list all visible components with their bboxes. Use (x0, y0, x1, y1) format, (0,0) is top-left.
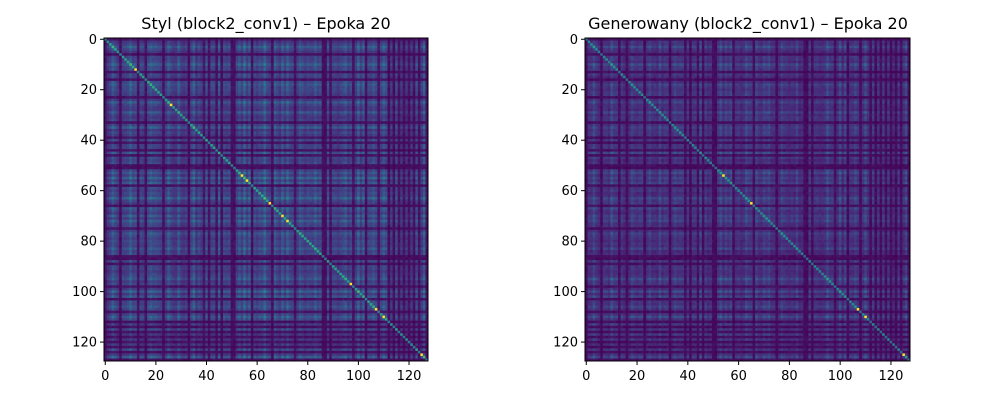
x-tick-label: 60 (730, 369, 747, 384)
heatmap-style-cells (104, 38, 428, 361)
x-tick-label: 120 (397, 369, 422, 384)
heatmap-generated-title: Generowany (block2_conv1) – Epoka 20 (588, 14, 908, 34)
y-tick-label: 0 (570, 33, 578, 48)
y-tick-label: 120 (553, 336, 578, 351)
x-tick-label: 120 (879, 369, 904, 384)
x-tick-label: 40 (680, 369, 697, 384)
x-tick-label: 100 (346, 369, 371, 384)
heatmap-style: Styl (block2_conv1) – Epoka 20 0 20 40 60 80… (72, 14, 429, 384)
y-tick-label: 20 (561, 83, 578, 98)
heatmap-generated-x-axis: 0 20 40 60 80 100 120 (582, 361, 903, 384)
x-tick-label: 20 (629, 369, 646, 384)
heatmap-style-x-axis: 0 20 40 60 80 100 120 (101, 361, 421, 384)
heatmap-generated: Generowany (block2_conv1) – Epoka 20 0 20… (553, 14, 911, 384)
y-tick-label: 80 (561, 235, 578, 250)
y-tick-label: 20 (80, 83, 97, 98)
heatmap-style-title: Styl (block2_conv1) – Epoka 20 (141, 14, 390, 34)
x-tick-label: 20 (148, 369, 165, 384)
y-tick-label: 100 (553, 285, 578, 300)
y-tick-label: 60 (561, 184, 578, 199)
x-tick-label: 60 (249, 369, 266, 384)
heatmap-generated-frame (584, 37, 911, 362)
y-tick-label: 120 (72, 336, 97, 351)
heatmap-generated-y-axis: 0 20 40 60 80 100 120 (553, 33, 585, 351)
x-tick-label: 40 (198, 369, 215, 384)
heatmap-style-y-axis: 0 20 40 60 80 100 120 (72, 33, 104, 351)
y-tick-label: 0 (89, 33, 97, 48)
y-tick-label: 40 (561, 134, 578, 149)
x-tick-label: 0 (582, 369, 590, 384)
y-tick-label: 40 (80, 134, 97, 149)
y-tick-label: 60 (80, 184, 97, 199)
x-tick-label: 0 (101, 369, 109, 384)
y-tick-label: 100 (72, 285, 97, 300)
y-tick-label: 80 (80, 235, 97, 250)
heatmap-style-frame (103, 37, 429, 362)
x-tick-label: 80 (781, 369, 798, 384)
heatmap-generated-cells (585, 38, 910, 361)
x-tick-label: 100 (828, 369, 853, 384)
x-tick-label: 80 (299, 369, 316, 384)
